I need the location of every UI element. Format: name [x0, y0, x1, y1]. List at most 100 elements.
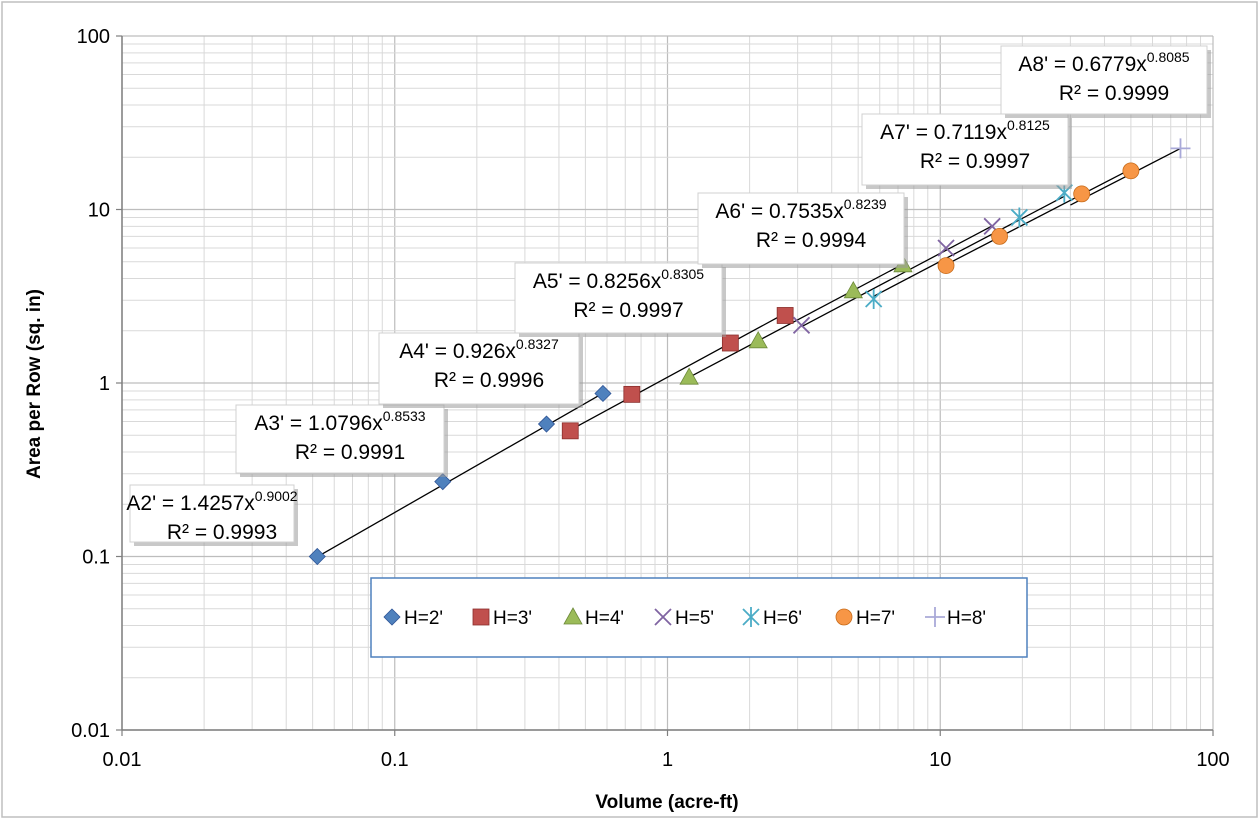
equation-text: A8' = 0.6779x0.8085 — [1018, 49, 1189, 76]
legend-label: H=8' — [947, 608, 986, 629]
data-point — [623, 385, 641, 403]
trendline-equations: A2' = 1.4257x0.9002 R² = 0.9993 A3' = 1.07… — [126, 45, 1211, 546]
r-squared-text: R² = 0.9997 — [573, 299, 683, 322]
legend-label: H=4' — [585, 608, 624, 629]
r-squared-text: R² = 0.9991 — [295, 441, 405, 464]
equation-base: A5' = 0.8256x — [533, 270, 662, 293]
data-point — [843, 280, 863, 299]
y-tick-label: 100 — [77, 26, 110, 48]
equation-base: A8' = 0.6779x — [1018, 53, 1147, 76]
r-squared-text: R² = 0.9993 — [167, 521, 277, 544]
axes: 0.01 0.1 1 10 100 0.01 0.1 1 10 100 — [71, 26, 1230, 771]
legend-label: H=5' — [675, 608, 714, 629]
equation-text: A6' = 0.7535x0.8239 — [715, 196, 886, 223]
legend-label: H=2' — [404, 608, 443, 629]
equation-text: A7' = 0.7119x0.8125 — [880, 117, 1050, 144]
equation-base: A2' = 1.4257x — [126, 492, 255, 515]
r-squared-text: R² = 0.9997 — [920, 150, 1030, 173]
y-axis-title: Area per Row (sq. in) — [24, 289, 45, 479]
data-point — [865, 288, 883, 309]
label-box — [378, 332, 580, 405]
equation-text: A5' = 0.8256x0.8305 — [533, 266, 704, 293]
equation-exponent: 0.8327 — [516, 336, 559, 352]
legend-item: H=7' — [835, 608, 895, 629]
equation-base: A6' = 0.7535x — [715, 200, 844, 223]
data-point — [937, 239, 955, 257]
data-point — [563, 607, 583, 625]
equation-exponent: 0.8085 — [1147, 49, 1190, 65]
legend-item: H=3' — [472, 608, 532, 629]
r-squared-text: R² = 0.9999 — [1059, 82, 1169, 105]
data-point — [561, 422, 579, 440]
trendline — [873, 195, 1065, 297]
data-point — [1073, 185, 1091, 203]
equation-exponent: 0.8125 — [1007, 117, 1050, 133]
equation-exponent: 0.9002 — [255, 488, 298, 504]
legend-label: H=3' — [493, 608, 532, 629]
data-point — [742, 607, 760, 627]
label-box — [697, 192, 905, 265]
legend-item: H=5' — [654, 608, 714, 629]
legend-item: H=6' — [742, 607, 802, 629]
data-point — [937, 257, 955, 274]
legend-item: H=4' — [563, 607, 624, 629]
trendline-equation-label: A6' = 0.7535x0.8239 R² = 0.9994 — [697, 192, 908, 268]
equation-exponent: 0.8305 — [661, 266, 704, 282]
equation-base: A3' = 1.0796x — [254, 412, 383, 435]
legend-item: H=8' — [925, 607, 986, 629]
trendline — [569, 312, 786, 431]
data-point — [835, 608, 853, 626]
data-point — [776, 307, 794, 324]
label-box — [1000, 45, 1208, 115]
y-tick-label: 0.1 — [82, 547, 110, 569]
data-point — [991, 227, 1008, 245]
data-point — [472, 608, 490, 626]
r-squared-text: R² = 0.9994 — [756, 229, 867, 252]
trendline-equation-label: A7' = 0.7119x0.8125 R² = 0.9997 — [861, 113, 1072, 189]
data-point — [1010, 207, 1028, 228]
y-tick-label: 1 — [99, 373, 110, 395]
data-point — [748, 331, 768, 349]
legend-label: H=6' — [763, 608, 802, 629]
trendline-equation-label: A4' = 0.926x0.8327 R² = 0.9996 — [378, 332, 583, 408]
data-point — [594, 384, 612, 403]
data-point — [308, 547, 326, 566]
legend-item: H=2' — [383, 608, 443, 629]
r-squared-text: R² = 0.9996 — [434, 369, 544, 392]
trendline-equation-label: A3' = 1.0796x0.8533 R² = 0.9991 — [235, 404, 448, 477]
data-point — [434, 473, 452, 491]
x-axis-title: Volume (acre-ft) — [595, 792, 738, 813]
data-point — [925, 607, 945, 627]
label-box — [514, 262, 723, 334]
data-point — [721, 334, 739, 352]
trendline-equation-label: A2' = 1.4257x0.9002 R² = 0.9993 — [126, 484, 298, 546]
data-point — [654, 608, 672, 626]
data-point — [383, 608, 401, 626]
data-point — [1122, 162, 1140, 180]
trendline — [316, 392, 604, 558]
data-point — [792, 316, 811, 334]
data-point — [679, 367, 699, 385]
equation-text: A3' = 1.0796x0.8533 — [254, 408, 425, 435]
trendline — [801, 225, 993, 328]
equation-base: A7' = 0.7119x — [880, 121, 1007, 144]
x-tick-label: 10 — [929, 749, 951, 771]
y-tick-label: 0.01 — [71, 720, 110, 742]
trendline-equation-label: A8' = 0.6779x0.8085 R² = 0.9999 — [1000, 45, 1211, 118]
label-box — [235, 404, 445, 474]
x-tick-label: 100 — [1196, 749, 1229, 771]
x-tick-label: 1 — [662, 749, 673, 771]
equation-base: A4' = 0.926x — [399, 340, 516, 363]
equation-text: A2' = 1.4257x0.9002 — [126, 488, 297, 515]
equation-exponent: 0.8239 — [844, 196, 887, 212]
equation-text: A4' = 0.926x0.8327 — [399, 336, 559, 363]
label-box — [129, 484, 295, 543]
legend-label: H=7' — [856, 608, 895, 629]
data-point — [537, 415, 556, 433]
label-box — [861, 113, 1069, 186]
y-tick-label: 10 — [88, 200, 110, 222]
x-tick-label: 0.1 — [381, 749, 409, 771]
